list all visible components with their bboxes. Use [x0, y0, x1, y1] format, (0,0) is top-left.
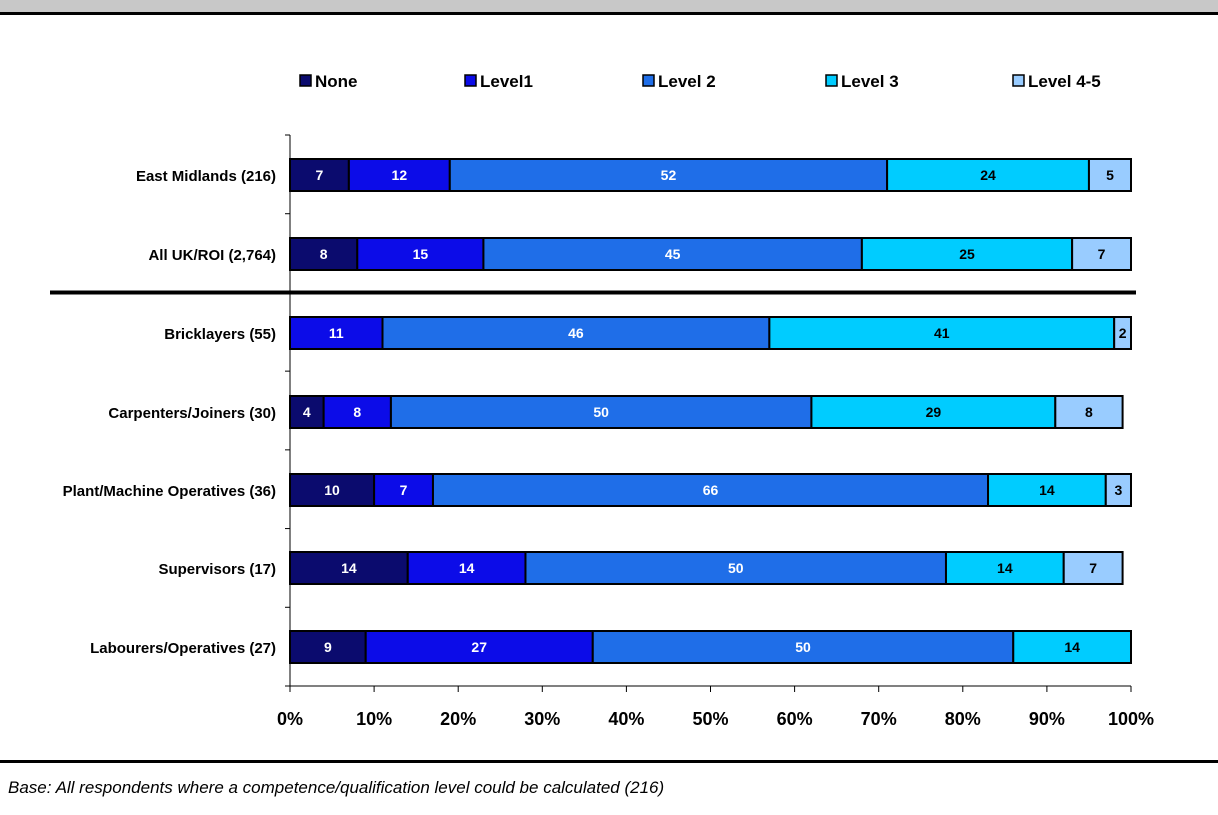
data-label: 15 — [413, 246, 429, 262]
footnote-divider — [0, 760, 1218, 763]
footnote: Base: All respondents where a competence… — [8, 778, 665, 797]
data-label: 10 — [324, 482, 340, 498]
bar-segment — [482, 237, 863, 271]
bar-segment — [289, 630, 367, 664]
legend-swatch — [825, 74, 838, 87]
bar-segment — [810, 395, 1057, 429]
legend-label: Level 2 — [658, 72, 716, 91]
data-label: 8 — [1085, 404, 1093, 420]
data-label: 29 — [926, 404, 942, 420]
data-label: 46 — [568, 325, 584, 341]
category-label: East Midlands (216) — [136, 168, 276, 185]
stacked-bar-chart: None Level1 Level 2 Level 3 Level 4-5 0% 10% 20… — [50, 72, 1154, 729]
data-label: 27 — [471, 639, 487, 655]
bar-segment — [289, 158, 350, 192]
data-label: 66 — [703, 482, 719, 498]
category-label: Labourers/Operatives (27) — [90, 640, 276, 657]
data-label: 14 — [341, 560, 357, 576]
bar-segment — [381, 316, 771, 350]
data-label: 7 — [316, 167, 324, 183]
legend-label: None — [315, 72, 358, 91]
data-label: 7 — [1089, 560, 1097, 576]
bar-segment — [1062, 551, 1124, 585]
bar-segment — [389, 395, 813, 429]
bar-segment — [1104, 473, 1133, 507]
x-tick-label: 80% — [945, 709, 981, 729]
data-label: 4 — [303, 404, 311, 420]
bar-segment — [987, 473, 1107, 507]
x-tick-label: 70% — [861, 709, 897, 729]
data-label: 3 — [1114, 482, 1122, 498]
bar-segment — [591, 630, 1015, 664]
x-tick-label: 30% — [524, 709, 560, 729]
bar-segment — [448, 158, 889, 192]
bar-segment — [1071, 237, 1133, 271]
bar-segment — [289, 316, 384, 350]
data-label: 2 — [1119, 325, 1127, 341]
bar-segment — [886, 158, 1090, 192]
data-label: 50 — [593, 404, 609, 420]
data-label: 41 — [934, 325, 950, 341]
data-label: 8 — [353, 404, 361, 420]
legend-swatch — [1012, 74, 1025, 87]
data-label: 7 — [400, 482, 408, 498]
bar-segment — [289, 395, 325, 429]
bar-segment — [431, 473, 990, 507]
x-tick-label: 40% — [608, 709, 644, 729]
x-tick-label: 20% — [440, 709, 476, 729]
legend-label: Level 4-5 — [1028, 72, 1101, 91]
category-label: Supervisors (17) — [158, 561, 276, 578]
bar-segment — [1113, 316, 1133, 350]
x-tick-label: 10% — [356, 709, 392, 729]
x-tick-label: 60% — [777, 709, 813, 729]
data-label: 7 — [1098, 246, 1106, 262]
bar-segment — [406, 551, 527, 585]
bar-segment — [1087, 158, 1132, 192]
legend-swatch — [642, 74, 655, 87]
legend-swatch — [464, 74, 477, 87]
bar-segment — [356, 237, 485, 271]
data-label: 24 — [980, 167, 996, 183]
bar-segment — [768, 316, 1116, 350]
bar-segment — [1054, 395, 1124, 429]
category-label: Carpenters/Joiners (30) — [108, 405, 276, 422]
data-label: 14 — [1039, 482, 1055, 498]
data-label: 50 — [795, 639, 811, 655]
data-label: 8 — [320, 246, 328, 262]
x-tick-label: 100% — [1108, 709, 1154, 729]
top-border — [0, 0, 1218, 15]
bar-segment — [347, 158, 451, 192]
data-label: 14 — [1064, 639, 1080, 655]
legend-swatch — [299, 74, 312, 87]
data-label: 11 — [329, 325, 344, 341]
data-label: 14 — [459, 560, 475, 576]
bar-segment — [322, 395, 392, 429]
bar-segment — [289, 237, 359, 271]
data-label: 9 — [324, 639, 332, 655]
bar-segment — [289, 473, 376, 507]
category-label: Plant/Machine Operatives (36) — [63, 483, 276, 500]
bar-segment — [1012, 630, 1133, 664]
data-label: 50 — [728, 560, 744, 576]
data-label: 25 — [959, 246, 975, 262]
category-label: Bricklayers (55) — [164, 326, 276, 343]
data-label: 5 — [1106, 167, 1114, 183]
data-label: 52 — [661, 167, 677, 183]
legend-label: Level1 — [480, 72, 533, 91]
x-tick-label: 90% — [1029, 709, 1065, 729]
data-label: 12 — [392, 167, 408, 183]
x-tick-label: 50% — [692, 709, 728, 729]
x-tick-label: 0% — [277, 709, 303, 729]
data-label: 45 — [665, 246, 681, 262]
bar-segment — [364, 630, 594, 664]
data-label: 14 — [997, 560, 1013, 576]
legend-label: Level 3 — [841, 72, 899, 91]
category-label: All UK/ROI (2,764) — [148, 247, 276, 264]
